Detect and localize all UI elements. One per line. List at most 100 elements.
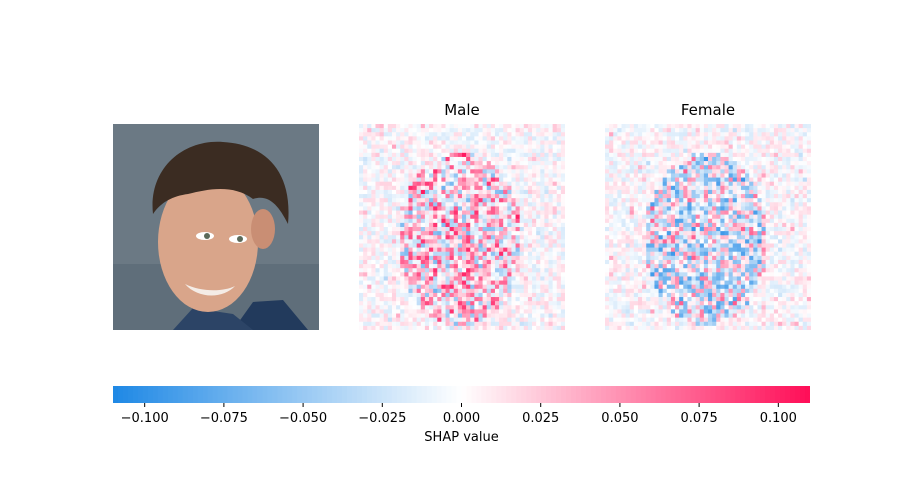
shap-cell xyxy=(416,301,422,306)
shap-cell xyxy=(445,259,450,265)
shap-cell xyxy=(503,247,508,253)
shap-cell xyxy=(523,189,529,195)
shap-cell xyxy=(625,321,631,327)
shap-cell xyxy=(794,194,799,199)
shap-cell xyxy=(466,152,471,158)
shap-cell xyxy=(753,165,758,170)
shap-cell xyxy=(786,132,791,137)
shap-cell xyxy=(486,198,492,203)
shap-cell xyxy=(732,185,738,191)
shap-cell xyxy=(527,222,533,228)
shap-cell xyxy=(790,136,795,141)
shap-cell xyxy=(749,243,754,248)
shap-cell xyxy=(424,140,430,145)
shap-cell xyxy=(400,177,405,182)
shap-cell xyxy=(794,272,799,277)
shap-cell xyxy=(391,255,397,261)
shap-cell xyxy=(679,259,684,265)
shap-cell xyxy=(699,305,705,310)
shap-cell xyxy=(367,301,372,306)
shap-cell xyxy=(482,259,488,265)
shap-cell xyxy=(798,309,804,314)
shap-cell xyxy=(625,280,631,285)
shap-cell xyxy=(375,128,380,133)
shap-cell xyxy=(466,161,471,166)
shap-cell xyxy=(416,276,422,281)
shap-cell xyxy=(712,325,717,330)
shap-cell xyxy=(433,173,438,178)
shap-cell xyxy=(679,268,684,273)
shap-cell xyxy=(457,255,463,261)
shap-cell xyxy=(503,321,508,327)
shap-cell xyxy=(359,325,364,330)
shap-cell xyxy=(445,301,450,306)
shap-cell xyxy=(375,255,380,261)
shap-cell xyxy=(429,156,434,162)
shap-cell xyxy=(650,169,655,174)
shap-cell xyxy=(745,284,750,290)
shap-cell xyxy=(740,288,746,294)
shap-cell xyxy=(732,181,738,187)
shap-cell xyxy=(433,288,438,294)
shap-cell xyxy=(650,259,655,265)
shap-cell xyxy=(625,202,631,207)
shap-cell xyxy=(786,276,791,281)
shap-cell xyxy=(429,173,434,178)
shap-cell xyxy=(383,222,389,228)
shap-cell xyxy=(732,280,738,285)
shap-cell xyxy=(633,189,639,195)
shap-cell xyxy=(691,235,696,240)
shap-cell xyxy=(449,169,455,174)
shap-cell xyxy=(605,140,610,145)
shap-cell xyxy=(494,288,500,294)
shap-cell xyxy=(540,140,545,145)
shap-cell xyxy=(798,198,804,203)
shap-cell xyxy=(790,198,795,203)
shap-cell xyxy=(548,206,553,211)
shap-cell xyxy=(441,227,446,232)
shap-cell xyxy=(609,292,614,298)
shap-cell xyxy=(437,177,442,182)
shap-cell xyxy=(720,297,725,302)
shap-cell xyxy=(536,255,541,261)
shap-cell xyxy=(470,214,475,220)
shap-cell xyxy=(466,181,471,187)
shap-cell xyxy=(613,239,618,244)
shap-cell xyxy=(679,169,684,174)
shap-cell xyxy=(536,243,541,248)
shap-cell xyxy=(433,243,438,248)
shap-cell xyxy=(765,152,771,158)
shap-cell xyxy=(728,325,734,330)
shap-cell xyxy=(806,214,811,220)
shap-cell xyxy=(383,288,389,294)
shap-cell xyxy=(490,136,496,141)
shap-cell xyxy=(745,259,750,265)
shap-cell xyxy=(532,198,537,203)
shap-cell xyxy=(400,243,405,248)
shap-cell xyxy=(691,128,696,133)
shap-cell xyxy=(478,132,483,137)
shap-cell xyxy=(396,247,401,253)
shap-cell xyxy=(482,268,488,273)
shap-cell xyxy=(769,276,775,281)
shap-cell xyxy=(679,156,684,162)
shap-cell xyxy=(786,321,791,327)
shap-cell xyxy=(613,301,618,306)
shap-cell xyxy=(666,136,672,141)
shap-cell xyxy=(786,313,791,318)
shap-cell xyxy=(359,156,364,162)
shap-cell xyxy=(416,173,422,178)
shap-cell xyxy=(708,218,713,224)
shap-cell xyxy=(511,222,516,228)
shap-cell xyxy=(363,148,368,154)
shap-cell xyxy=(396,325,401,330)
shap-cell xyxy=(637,284,643,290)
shap-cell xyxy=(420,247,426,253)
shap-cell xyxy=(724,292,729,298)
shap-cell xyxy=(753,305,758,310)
shap-cell xyxy=(478,210,483,215)
shap-cell xyxy=(786,251,791,257)
shap-cell xyxy=(470,177,475,182)
shap-cell xyxy=(490,292,496,298)
shap-cell xyxy=(482,235,488,240)
